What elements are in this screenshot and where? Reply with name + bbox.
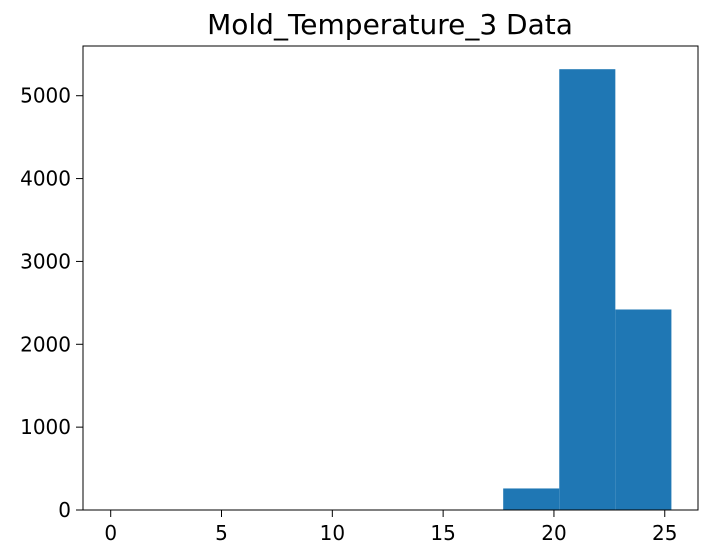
x-tick-label-5: 25 bbox=[652, 521, 677, 545]
histogram-bar-8 bbox=[559, 69, 616, 510]
x-tick-label-3: 15 bbox=[430, 521, 455, 545]
x-tick-label-0: 0 bbox=[104, 521, 117, 545]
y-tick-label-4: 4000 bbox=[20, 167, 71, 191]
y-tick-label-0: 0 bbox=[58, 498, 71, 522]
y-axis: 0 1000 2000 3000 4000 5000 bbox=[20, 84, 83, 522]
x-tick-label-4: 20 bbox=[541, 521, 566, 545]
bars-group bbox=[503, 69, 672, 510]
plot-frame bbox=[82, 45, 699, 511]
x-tick-label-1: 5 bbox=[215, 521, 228, 545]
histogram-bar-9 bbox=[615, 309, 672, 510]
y-tick-label-5: 5000 bbox=[20, 84, 71, 108]
y-tick-label-2: 2000 bbox=[20, 332, 71, 356]
x-axis: 0 5 10 15 20 25 bbox=[104, 510, 677, 545]
y-tick-label-3: 3000 bbox=[20, 249, 71, 273]
y-tick-label-1: 1000 bbox=[20, 415, 71, 439]
histogram-bar-7 bbox=[503, 488, 560, 510]
x-tick-label-2: 10 bbox=[320, 521, 345, 545]
chart-title: Mold_Temperature_3 Data bbox=[207, 8, 573, 41]
